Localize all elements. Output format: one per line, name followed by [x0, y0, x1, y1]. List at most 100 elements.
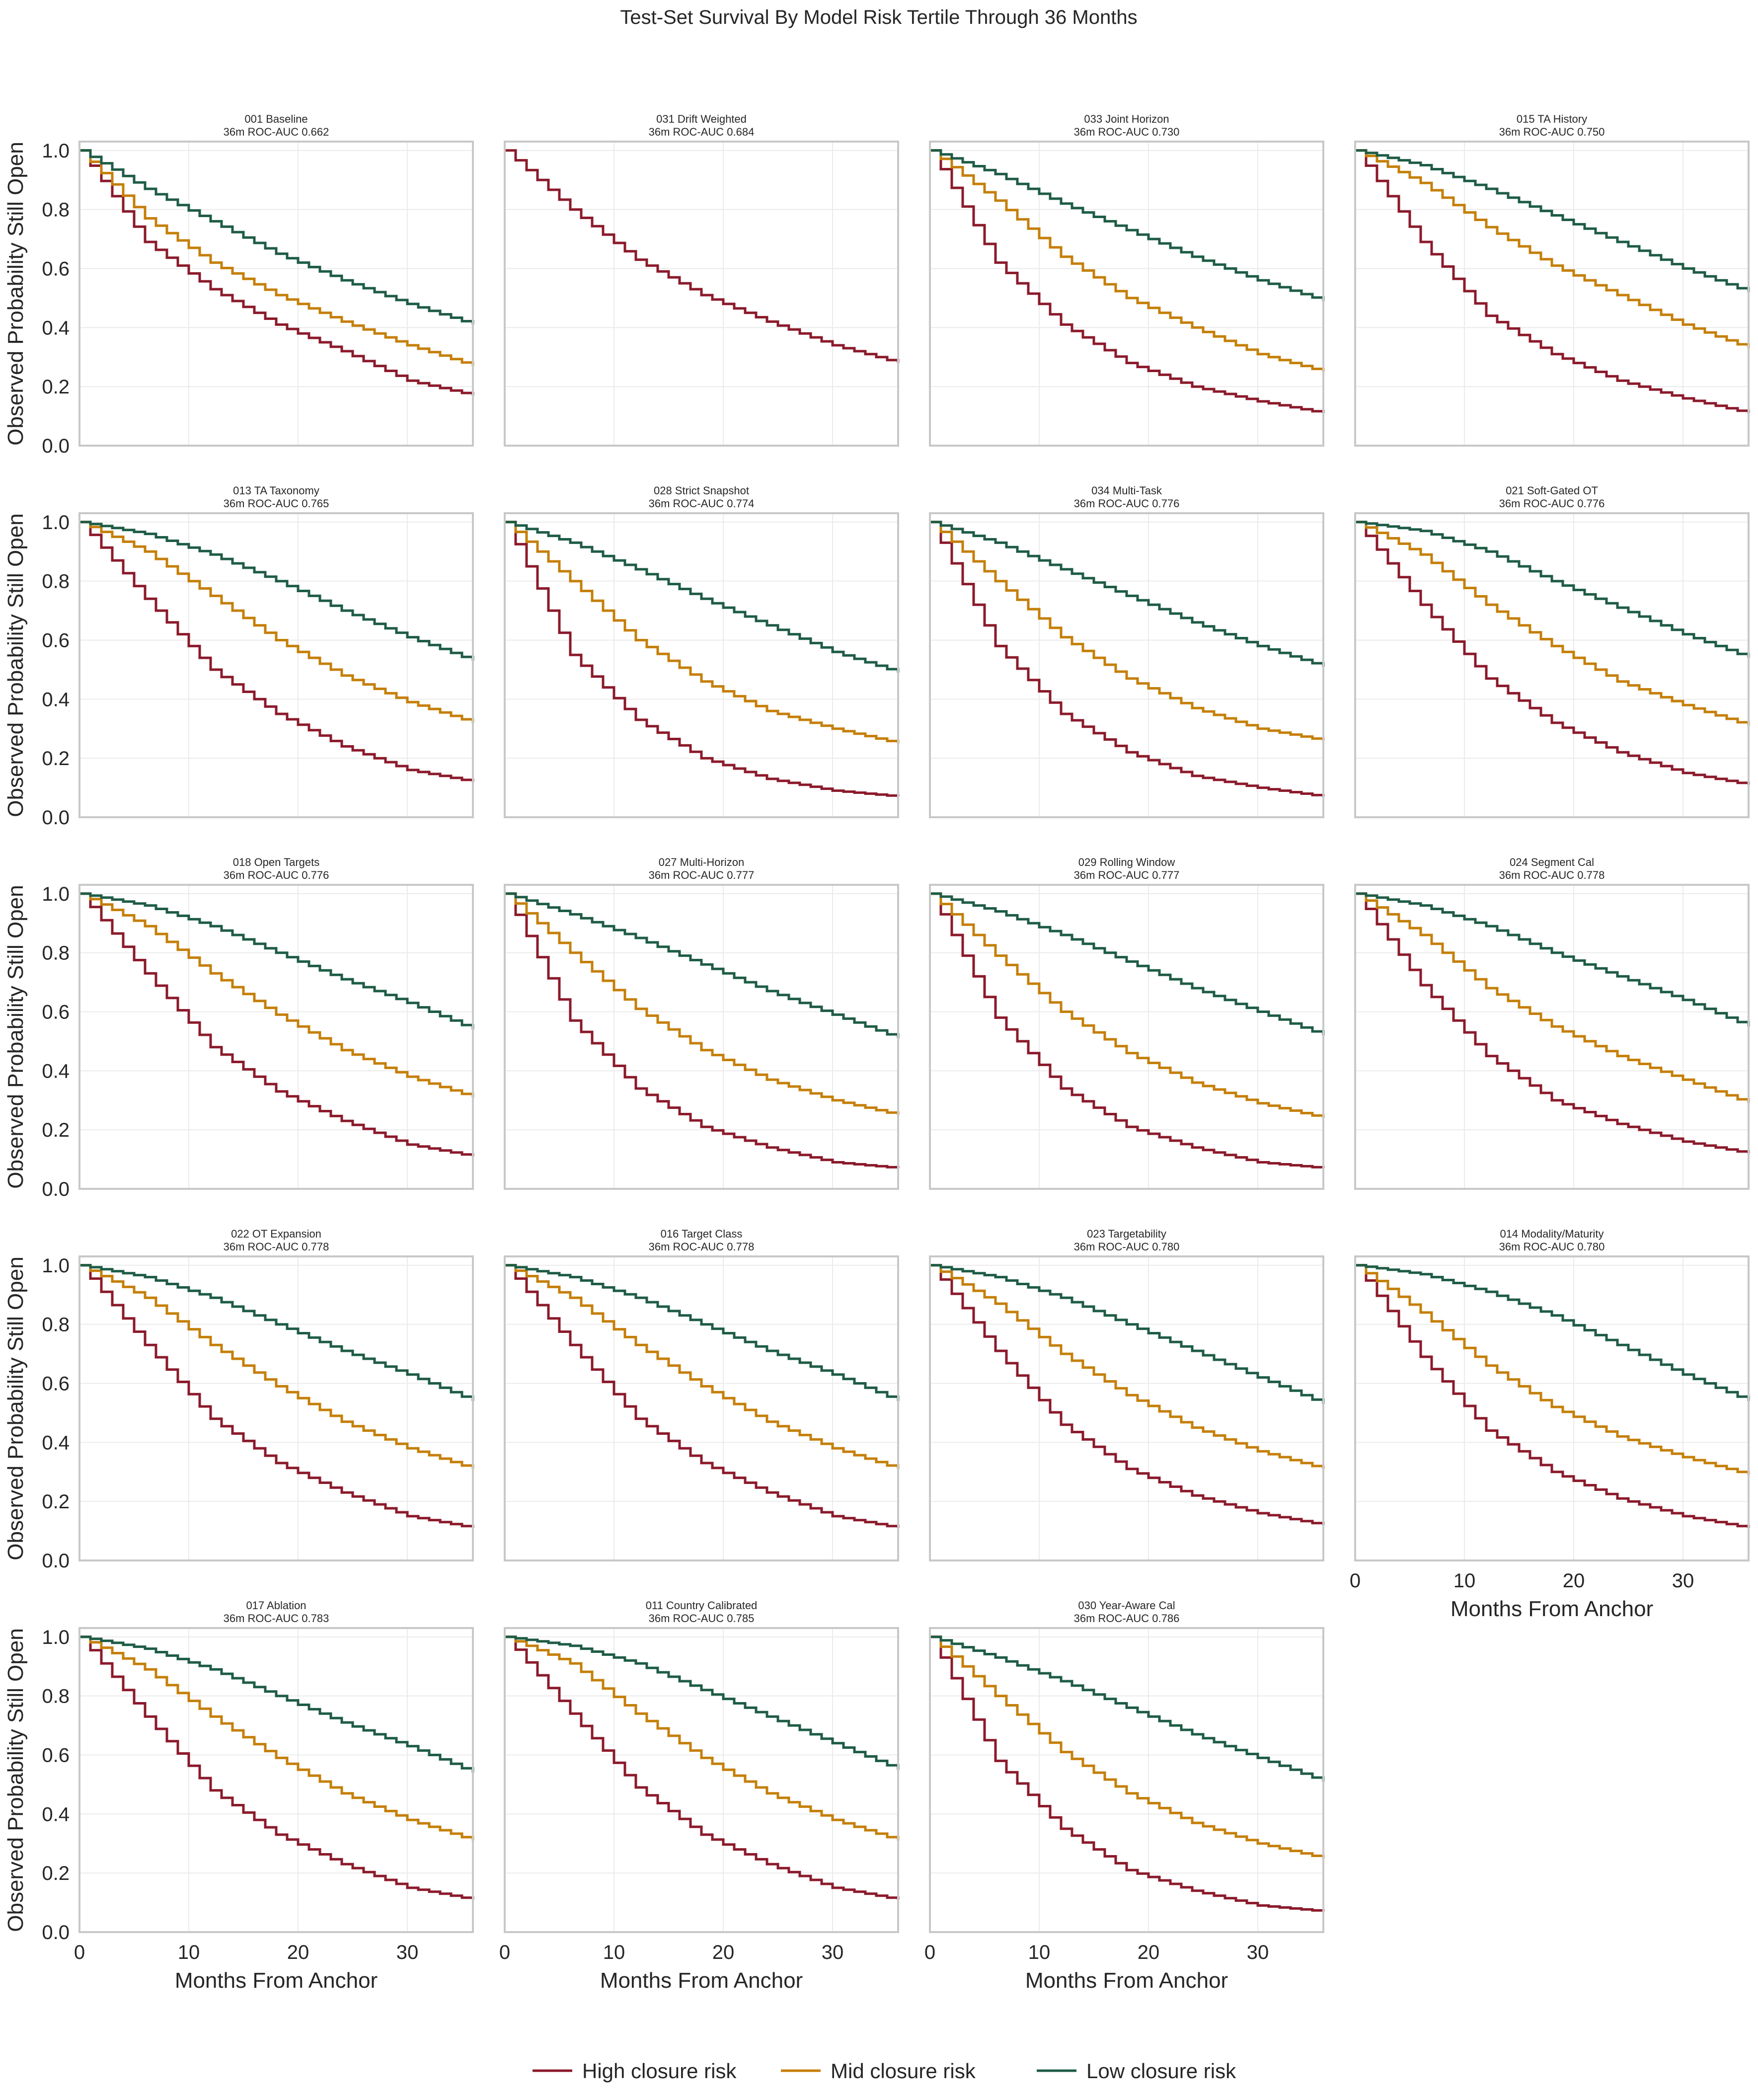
panel-subtitle: 36m ROC-AUC 0.774: [649, 497, 755, 510]
panel-subtitle: 36m ROC-AUC 0.662: [224, 126, 329, 138]
panel-subtitle: 36m ROC-AUC 0.765: [224, 497, 329, 510]
panel-frame: [1354, 141, 1750, 447]
series-line-high: [79, 149, 474, 395]
legend-label-mid: Mid closure risk: [831, 2059, 976, 2083]
y-tick-label: 0.6: [42, 629, 70, 651]
panel-title: 033 Joint Horizon: [1084, 113, 1169, 125]
panel-frame: [929, 884, 1324, 1190]
series-line-low: [505, 1635, 900, 1770]
series-line-high: [505, 521, 900, 797]
panel-frame: [1354, 1255, 1750, 1561]
panel-subtitle: 36m ROC-AUC 0.785: [649, 1612, 755, 1625]
series-line-mid: [79, 521, 474, 723]
panel-subtitle: 36m ROC-AUC 0.780: [1499, 1241, 1605, 1253]
series-line-low: [1355, 1264, 1750, 1401]
y-tick-label: 0.8: [42, 942, 70, 964]
y-tick-label: 0.0: [42, 1178, 70, 1200]
panel-title: 027 Multi-Horizon: [659, 856, 744, 868]
y-tick-label: 0.4: [42, 1432, 70, 1454]
series-line-high: [79, 1635, 474, 1900]
x-tick-label: 20: [712, 1942, 735, 1963]
figure-title: Test-Set Survival By Model Risk Tertile …: [620, 6, 1137, 28]
x-tick-label: 30: [396, 1942, 419, 1963]
y-tick-label: 0.2: [42, 376, 70, 398]
series-line-high: [505, 1264, 900, 1528]
x-tick-label: 0: [1350, 1570, 1361, 1592]
y-tick-label: 0.0: [42, 807, 70, 829]
panel-frame: [929, 141, 1324, 447]
panel-title: 030 Year-Aware Cal: [1078, 1599, 1175, 1612]
series-line-low: [930, 1635, 1325, 1782]
panel-subtitle: 36m ROC-AUC 0.778: [649, 1241, 755, 1253]
panel-title: 013 TA Taxonomy: [233, 484, 319, 497]
panel-title: 024 Segment Cal: [1510, 856, 1594, 868]
series-line-mid: [930, 1635, 1325, 1859]
panel-frame: [504, 512, 899, 818]
legend-label-high: High closure risk: [582, 2059, 737, 2083]
series-line-mid: [505, 892, 900, 1115]
panel-subtitle: 36m ROC-AUC 0.778: [1499, 869, 1605, 881]
series-line-mid: [930, 892, 1325, 1118]
panel-title: 021 Soft-Gated OT: [1506, 484, 1598, 497]
panel-subtitle: 36m ROC-AUC 0.776: [1499, 497, 1605, 510]
x-tick-label: 0: [499, 1942, 510, 1963]
panel-title: 031 Drift Weighted: [656, 113, 747, 125]
y-tick-label: 0.8: [42, 571, 70, 593]
series-line-low: [930, 149, 1325, 301]
y-tick-label: 0.0: [42, 435, 70, 457]
panel-subtitle: 36m ROC-AUC 0.777: [649, 869, 755, 881]
series-line-mid: [1355, 149, 1750, 348]
series-line-mid: [79, 892, 474, 1097]
series-line-high: [1355, 892, 1750, 1154]
panel-frame: [504, 141, 899, 447]
panel-title: 017 Ablation: [246, 1599, 306, 1612]
series-line-low: [505, 892, 900, 1038]
y-axis-label: Observed Probability Still Open: [3, 885, 28, 1188]
x-tick-label: 0: [924, 1942, 935, 1963]
series-line-mid: [1355, 521, 1750, 726]
series-line-high: [505, 892, 900, 1168]
series-line-low: [79, 1635, 474, 1773]
series-line-low: [930, 892, 1325, 1035]
panel-frame: [78, 884, 474, 1190]
panel-frame: [78, 141, 474, 447]
series-line-low: [79, 149, 474, 325]
y-tick-label: 1.0: [42, 1255, 70, 1277]
series-line-low: [79, 521, 474, 661]
x-tick-label: 20: [1563, 1570, 1585, 1592]
legend: High closure risk Mid closure risk Low clo…: [533, 2059, 1236, 2083]
panel-title: 028 Strict Snapshot: [654, 484, 749, 497]
y-tick-label: 0.6: [42, 1001, 70, 1023]
panel-title: 034 Multi-Task: [1091, 484, 1162, 497]
y-tick-label: 0.8: [42, 199, 70, 221]
panel-frame: [1354, 512, 1750, 818]
series-line-high: [79, 892, 474, 1157]
x-tick-label: 20: [1138, 1942, 1160, 1963]
series-line-mid: [930, 521, 1325, 741]
panel-subtitle: 36m ROC-AUC 0.778: [224, 1241, 329, 1253]
panel-title: 016 Target Class: [661, 1228, 743, 1240]
x-axis-label: Months From Anchor: [1451, 1597, 1653, 1621]
series-line-mid: [79, 1635, 474, 1841]
y-axis-label: Observed Probability Still Open: [3, 513, 28, 817]
series-line-mid: [930, 149, 1325, 372]
panel-frame: [504, 1255, 899, 1561]
y-axis-label: Observed Probability Still Open: [3, 1256, 28, 1560]
series-line-high: [930, 1264, 1325, 1525]
y-axis-label: Observed Probability Still Open: [3, 1628, 28, 1932]
panel-subtitle: 36m ROC-AUC 0.786: [1074, 1612, 1180, 1625]
panel-title: 018 Open Targets: [233, 856, 320, 868]
y-tick-label: 0.4: [42, 1060, 70, 1082]
panel-subtitle: 36m ROC-AUC 0.776: [1074, 497, 1180, 510]
series-line-high: [79, 521, 474, 782]
y-tick-label: 0.4: [42, 689, 70, 710]
panel-frame: [929, 1255, 1324, 1561]
y-tick-label: 0.2: [42, 748, 70, 770]
